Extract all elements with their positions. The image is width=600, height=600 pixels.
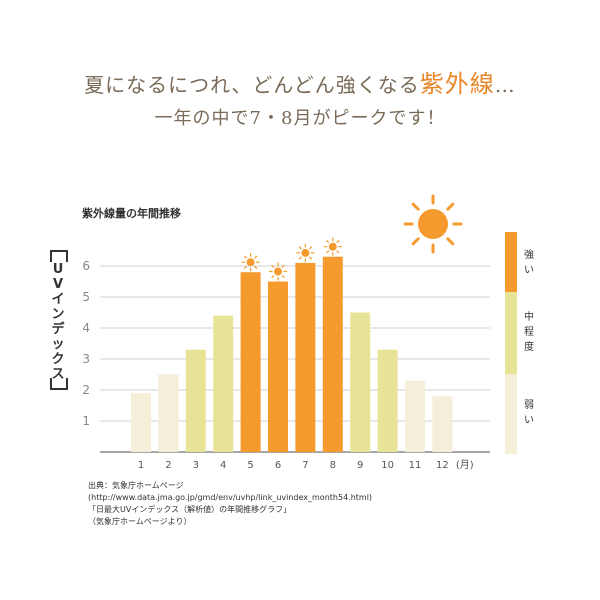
x-tick-label: 1 <box>138 460 144 471</box>
sun-marker-ray <box>281 275 285 279</box>
source-line-1: 出典：気象庁ホームページ <box>88 481 184 490</box>
x-tick-label: 10 <box>381 460 394 471</box>
y-tick-label: 3 <box>82 352 90 366</box>
bar <box>295 262 316 452</box>
y-tick-label: 4 <box>82 321 90 335</box>
x-tick-label: 4 <box>220 460 226 471</box>
legend-label-weak: 弱い <box>524 400 534 426</box>
x-tick-label: 9 <box>357 460 363 471</box>
chart-title: 紫外線量の年間推移 <box>82 207 181 220</box>
y-tick-label: 2 <box>82 383 90 397</box>
y-tick-label: 1 <box>82 414 90 428</box>
y-tick-label: 6 <box>82 259 90 273</box>
source-line-2: (http://www.data.jma.go.jp/gmd/env/uvhp/… <box>88 493 373 502</box>
y-axis-label-char: V <box>52 277 64 292</box>
sun-marker-ray <box>326 240 330 244</box>
bar <box>405 380 425 452</box>
legend-bar-weak <box>505 374 517 454</box>
y-axis-label-char: デ <box>51 322 65 337</box>
sun-marker-icon <box>246 258 255 267</box>
y-axis-label-char: U <box>52 262 64 277</box>
sun-marker-ray <box>309 256 313 260</box>
headline-line-1-suffix: … <box>494 73 516 97</box>
sun-icon-ray <box>446 202 455 211</box>
sun-icon <box>418 209 448 239</box>
sun-icon-ray <box>411 237 420 246</box>
legend-label-medium: 中程度 <box>524 312 534 353</box>
bar <box>350 312 371 452</box>
x-tick-label: 8 <box>330 460 336 471</box>
y-axis-label-char: ン <box>51 307 65 322</box>
sun-marker-ray <box>298 256 302 260</box>
sun-icon-ray <box>411 202 420 211</box>
x-tick-label: 11 <box>409 460 422 471</box>
legend-bar-medium <box>505 292 517 374</box>
source-line-3: 「日最大UVインデックス（解析値）の年間推移グラフ」 <box>88 505 292 514</box>
bar <box>131 393 151 452</box>
headline-line-2: 一年の中で7・8月がピークです！ <box>154 108 446 129</box>
ylabel-bracket-bottom <box>50 378 68 390</box>
x-tick-label: 2 <box>165 460 171 471</box>
bar <box>268 281 288 452</box>
headline-accent: 紫外線 <box>419 70 495 98</box>
legend-bar-strong <box>505 232 517 292</box>
sun-marker-ray <box>243 265 247 269</box>
x-axis-unit: (月) <box>456 459 474 471</box>
ylabel-bracket-top <box>50 250 68 262</box>
headline-line-1: 夏になるにつれ、どんどん強くなる紫外線… <box>0 64 600 99</box>
x-tick-label: 7 <box>302 460 308 471</box>
bar <box>377 349 398 452</box>
source-line-4: （気象庁ホームページより） <box>88 517 192 526</box>
sun-marker-ray <box>254 265 258 269</box>
bar <box>240 272 261 452</box>
sun-marker-ray <box>271 275 275 279</box>
x-tick-label: 12 <box>436 460 449 471</box>
y-axis-label-char: ッ <box>51 337 65 352</box>
sun-marker-icon <box>274 267 282 276</box>
sun-marker-ray <box>254 255 258 259</box>
y-axis-label-char: ク <box>51 352 65 367</box>
x-tick-label: 3 <box>193 460 199 471</box>
sun-marker-ray <box>281 264 285 268</box>
x-tick-label: 5 <box>247 460 253 471</box>
sun-marker-ray <box>326 250 330 254</box>
bar <box>432 396 453 452</box>
x-tick-label: 6 <box>275 460 281 471</box>
sun-marker-ray <box>271 264 275 268</box>
sun-marker-ray <box>298 246 302 250</box>
bar <box>322 256 343 452</box>
bar <box>158 374 179 452</box>
sun-marker-icon <box>301 248 310 257</box>
headline-line-1-prefix: 夏になるにつれ、どんどん強くなる <box>84 73 420 97</box>
sun-marker-icon <box>328 242 337 251</box>
sun-marker-ray <box>336 240 340 244</box>
sun-marker-ray <box>336 250 340 254</box>
source-note: 出典：気象庁ホームページ (http://www.data.jma.go.jp/… <box>88 480 372 528</box>
y-axis-label-char: イ <box>51 292 65 307</box>
sun-marker-ray <box>243 255 247 259</box>
y-tick-label: 5 <box>82 290 90 304</box>
sun-icon-ray <box>446 237 455 246</box>
bar <box>185 349 206 452</box>
bar <box>213 315 234 452</box>
legend-label-strong: 強い <box>524 250 534 276</box>
sun-marker-ray <box>309 246 313 250</box>
y-axis-label-char: ス <box>51 367 65 382</box>
